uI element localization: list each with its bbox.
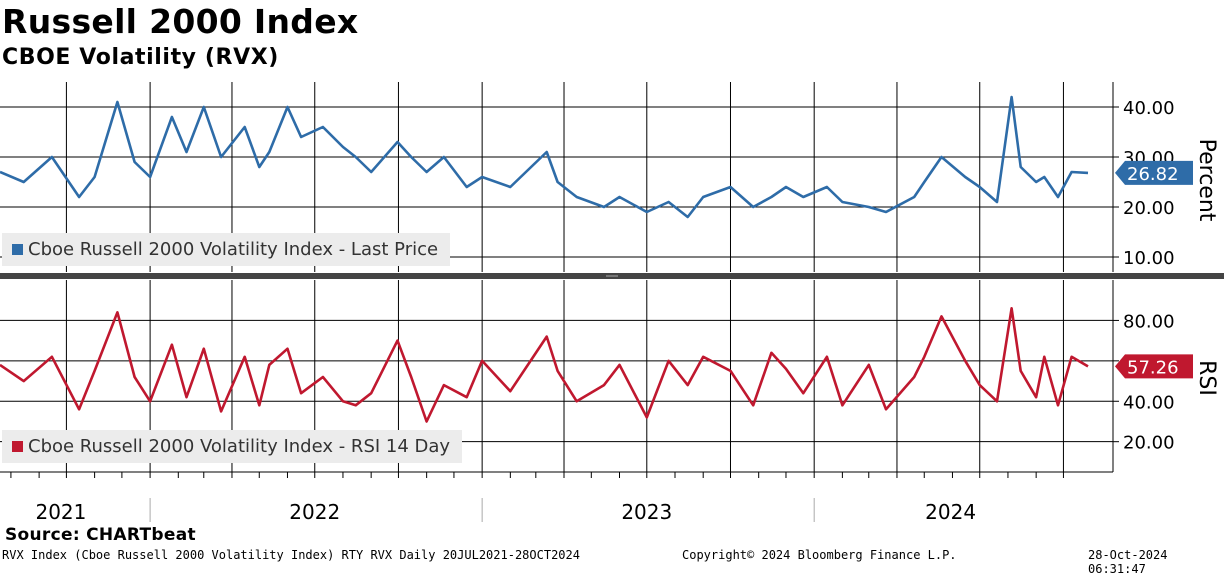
ytick-label-0-0: 10.00	[1123, 248, 1175, 269]
last-value-marker-0	[1115, 160, 1193, 185]
chart-subtitle: CBOE Volatility (RVX)	[2, 45, 279, 70]
ytick-label-1-0: 20.00	[1123, 433, 1175, 454]
price-legend: Cboe Russell 2000 Volatility Index - Las…	[2, 233, 451, 266]
last-value-label-1: 57.26	[1127, 357, 1179, 378]
year-label-2021: 2021	[35, 500, 86, 524]
ytick-label-0-3: 40.00	[1123, 98, 1175, 119]
footer-left: RVX Index (Cboe Russell 2000 Volatility …	[2, 548, 580, 562]
last-value-marker-1	[1115, 354, 1193, 379]
ytick-label-1-1: 40.00	[1123, 392, 1175, 413]
rsi-legend: Cboe Russell 2000 Volatility Index - RSI…	[2, 430, 463, 463]
series-line-0	[0, 95, 1089, 219]
footer-timestamp: 28-Oct-2024 06:31:47	[1088, 548, 1168, 576]
chart-title: Russell 2000 Index	[2, 2, 359, 41]
year-label-2022: 2022	[289, 500, 340, 524]
source-label: Source: CHARTbeat	[5, 525, 196, 545]
year-label-2024: 2024	[925, 500, 976, 524]
rsi-legend-label: Cboe Russell 2000 Volatility Index - RSI…	[28, 436, 451, 457]
series-line-1	[0, 306, 1089, 423]
rsi-legend-swatch	[12, 441, 23, 452]
y-axis-title-0: Percent	[1194, 139, 1219, 222]
price-legend-swatch	[12, 244, 23, 255]
y-axis-title-1: RSI	[1194, 360, 1219, 396]
ytick-label-0-1: 20.00	[1123, 198, 1175, 219]
ytick-label-1-3: 80.00	[1123, 311, 1175, 332]
footer-copyright: Copyright© 2024 Bloomberg Finance L.P.	[682, 548, 957, 562]
price-legend-label: Cboe Russell 2000 Volatility Index - Las…	[28, 239, 439, 260]
last-value-label-0: 26.82	[1127, 164, 1179, 185]
year-label-2023: 2023	[621, 500, 672, 524]
